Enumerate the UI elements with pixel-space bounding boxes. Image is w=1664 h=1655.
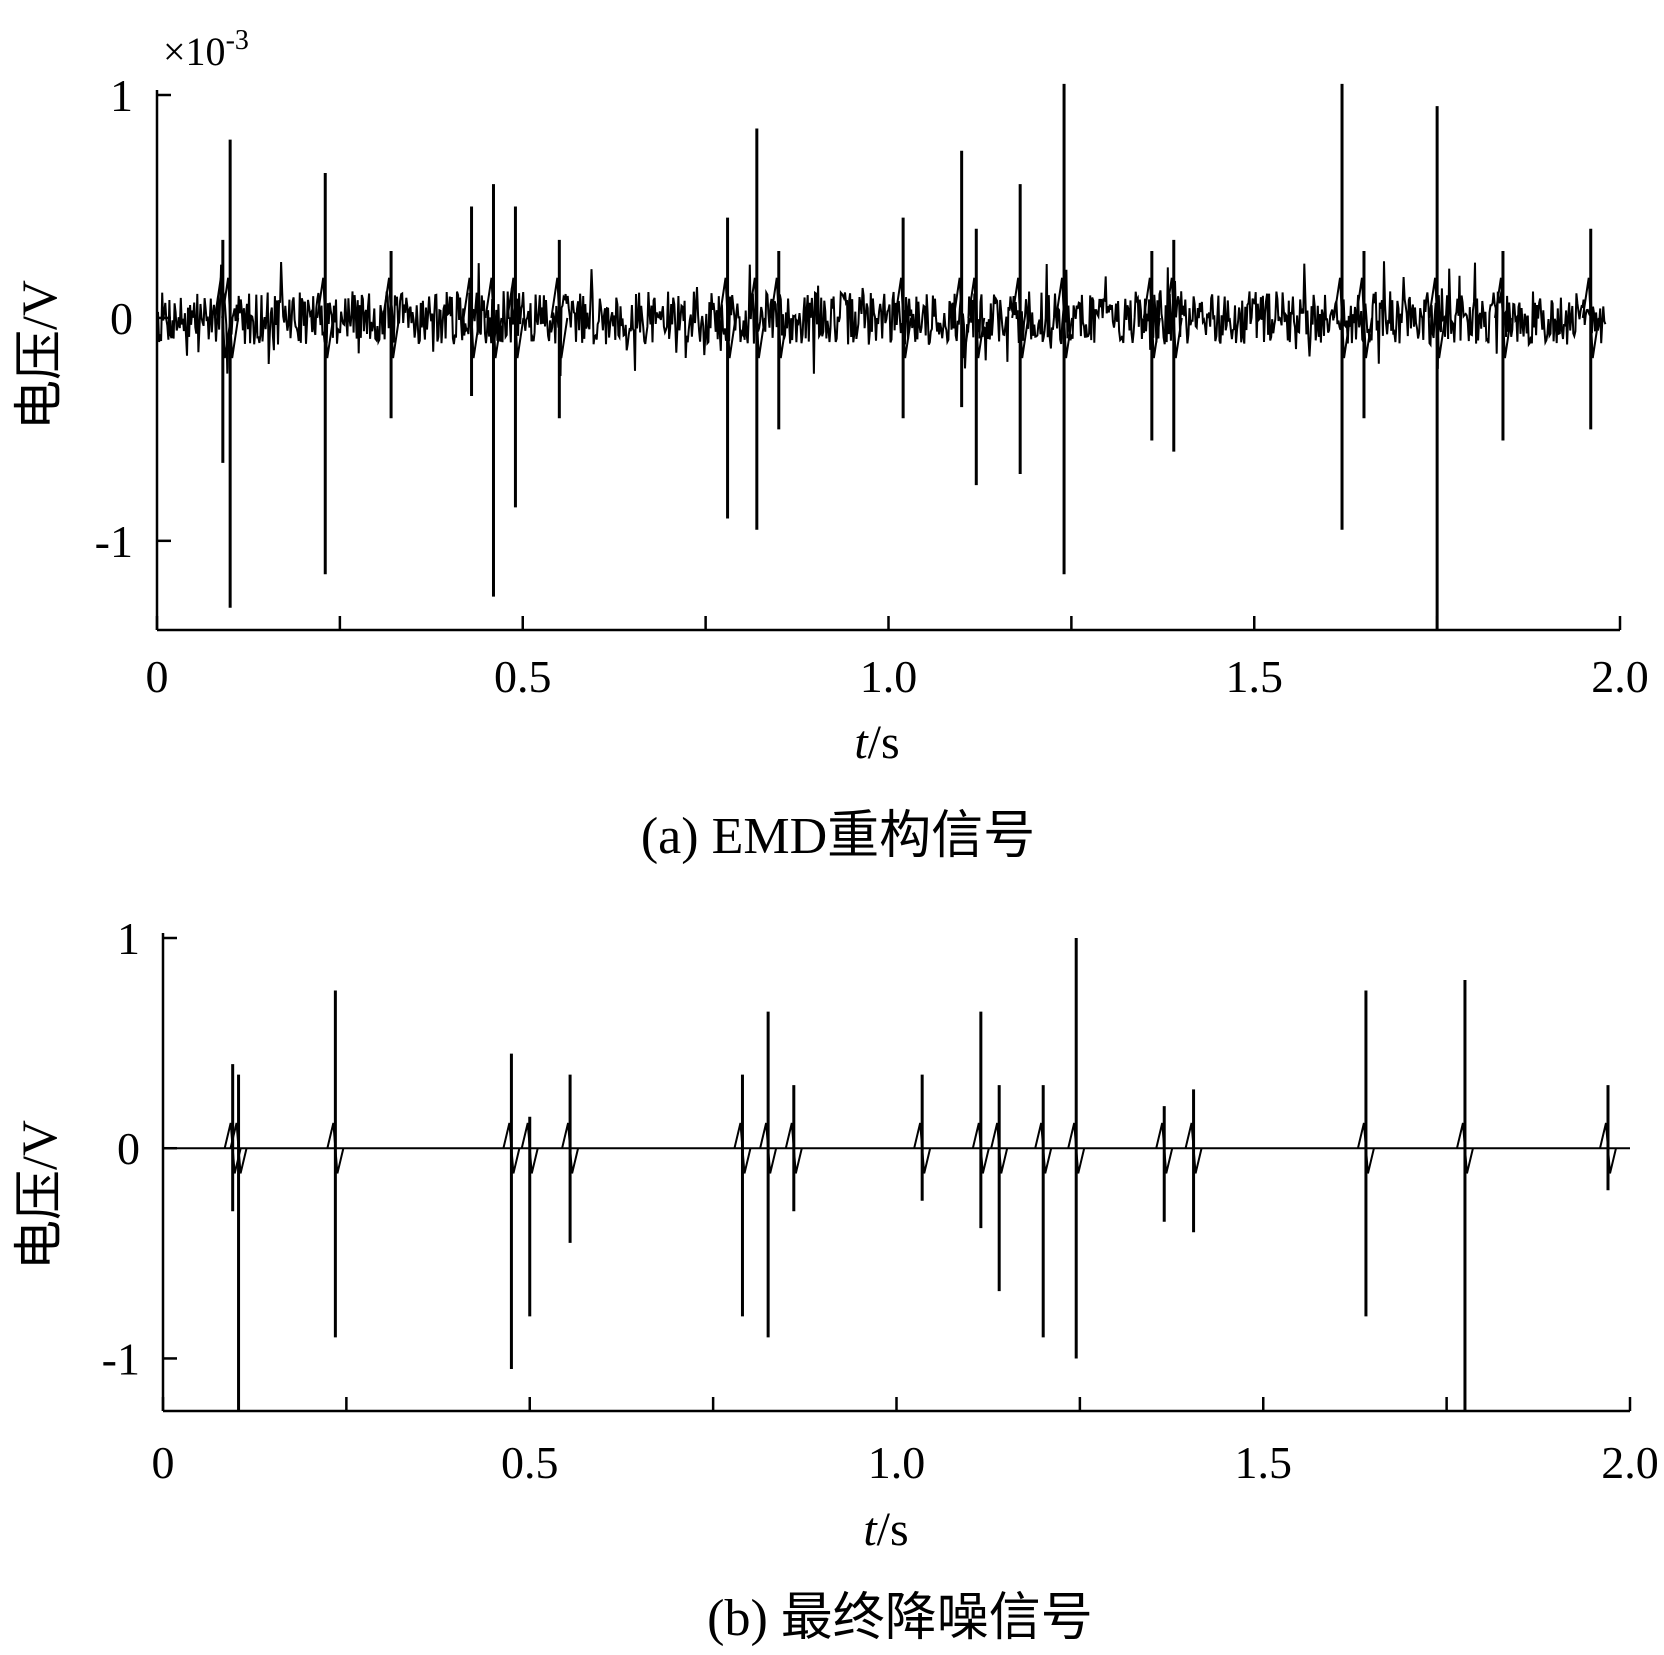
- panel-a-spike-burst: [316, 277, 335, 359]
- panel-b-spike-burst: [1184, 1122, 1203, 1174]
- panel-a-axes: [155, 90, 1622, 632]
- panel-a-y-axis-label: 电压/V: [11, 280, 67, 430]
- panel-a-caption: (a) EMD重构信号: [641, 808, 1035, 865]
- panel-a-spike-burst: [718, 277, 737, 359]
- panel-b-spike-burst: [1455, 1122, 1474, 1174]
- panel-b-spike-burst: [1599, 1122, 1617, 1174]
- panel-a-spike-burst: [462, 277, 481, 359]
- panel-a-x-tick-label: 1.5: [1226, 651, 1284, 702]
- panel-a-y-tick-label: 1: [110, 70, 133, 121]
- panel-a-spike-burst: [382, 277, 401, 359]
- panel-b-y-tick-label: 0: [117, 1123, 140, 1174]
- panel-a-spike-burst: [1011, 277, 1030, 359]
- panel-a-spike-burst: [506, 277, 525, 359]
- panel-b-x-axis-label: t/s: [863, 1503, 908, 1556]
- panel-b-spike-burst: [502, 1122, 521, 1174]
- panel-a-x-tick-label: 1.0: [860, 651, 918, 702]
- panel-a-x-tick-label: 2.0: [1591, 651, 1649, 702]
- panel-b-spike-burst: [990, 1122, 1009, 1174]
- panel-a-spike-burst: [484, 277, 503, 359]
- panel-a-spike-burst: [221, 277, 240, 359]
- panel-a-spike-burst: [1164, 277, 1183, 359]
- panel-a-spike-burst: [550, 277, 569, 359]
- panel-a-y-exponent: ×10-3: [163, 25, 249, 74]
- panel-a-spike-burst: [769, 277, 788, 359]
- panel-b-chart: 0 0.5 1.0 1.5 2.0 -1 0 1 电压/V t/s (b) 最终降噪信号: [11, 913, 1659, 1647]
- panel-a-spike-burst: [967, 277, 986, 359]
- panel-b-spike-burst: [229, 1122, 248, 1174]
- panel-a-spike-burst: [1142, 277, 1161, 359]
- panel-b-y-tick-labels: -1 0 1: [102, 913, 140, 1384]
- panel-b-signal: [163, 938, 1630, 1411]
- panel-a-spike-burst: [894, 277, 913, 359]
- panel-a-noise-trace: [156, 261, 1607, 377]
- panel-b-axes: [161, 933, 1632, 1413]
- panel-a-spike-burst: [747, 277, 766, 359]
- panel-a-x-tick-label: 0: [146, 651, 169, 702]
- panel-b-x-tick-label: 1.0: [868, 1437, 926, 1488]
- panel-a-spike-burst: [1055, 277, 1074, 359]
- panel-b-spike-burst: [561, 1122, 580, 1174]
- panel-b-y-tick-label: 1: [117, 913, 140, 964]
- panel-b-spike-burst: [1034, 1122, 1053, 1174]
- panel-b-spike-burst: [1356, 1122, 1375, 1174]
- panel-a-spike-burst: [1333, 277, 1352, 359]
- panel-b-spike-burst: [784, 1122, 803, 1174]
- panel-b-spike-burst: [733, 1122, 752, 1174]
- panel-b-x-tick-label: 0.5: [501, 1437, 559, 1488]
- panel-a-x-tick-label: 0.5: [494, 651, 552, 702]
- panel-b-spike-burst: [520, 1122, 539, 1174]
- panel-a-chart: ×10-3 0 0.5 1.0 1.5 2.0 -1 0 1 电压/V t/s (a) EM…: [11, 25, 1649, 865]
- panel-b-y-axis-label: 电压/V: [11, 1120, 67, 1270]
- panel-a-x-axis-label: t/s: [854, 716, 899, 769]
- panel-b-spike-burst: [759, 1122, 778, 1174]
- panel-a-spike-burst: [1428, 277, 1447, 359]
- panel-a-spike-burst: [1581, 277, 1600, 359]
- panel-a-y-tick-label: 0: [110, 293, 133, 344]
- panel-b-y-tick-label: -1: [102, 1333, 140, 1384]
- panel-b-x-tick-label: 2.0: [1601, 1437, 1659, 1488]
- panel-b-spike-burst: [1067, 1122, 1086, 1174]
- panel-b-x-tick-labels: 0 0.5 1.0 1.5 2.0: [152, 1437, 1659, 1488]
- panel-b-caption: (b) 最终降噪信号: [707, 1590, 1093, 1647]
- panel-b-spike-burst: [971, 1122, 990, 1174]
- panel-a-y-tick-labels: -1 0 1: [95, 70, 133, 567]
- panel-a-x-tick-labels: 0 0.5 1.0 1.5 2.0: [146, 651, 1649, 702]
- panel-b-spike-burst: [1155, 1122, 1174, 1174]
- panel-a-y-tick-label: -1: [95, 516, 133, 567]
- panel-a-spike-burst: [1354, 277, 1373, 359]
- panel-b-x-tick-label: 0: [152, 1437, 175, 1488]
- panel-b-spike-burst: [326, 1122, 345, 1174]
- panel-b-x-tick-label: 1.5: [1235, 1437, 1293, 1488]
- panel-a-spike-burst: [1493, 277, 1512, 359]
- panel-a-spike-burst: [952, 277, 971, 359]
- panel-b-spike-burst: [913, 1122, 932, 1174]
- panel-a-signal: [156, 83, 1607, 630]
